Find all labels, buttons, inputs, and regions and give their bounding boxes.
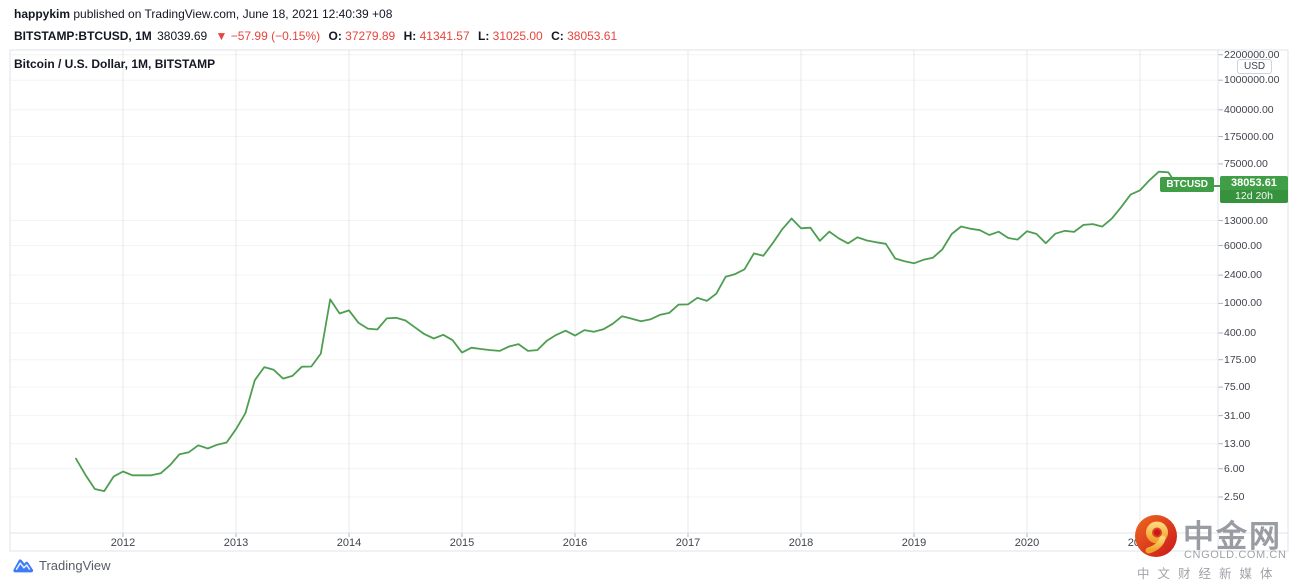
- symbol-name: BITSTAMP:BTCUSD, 1M: [14, 29, 152, 43]
- time-axis-label[interactable]: 2019: [901, 537, 927, 549]
- close-label: C:: [551, 29, 564, 43]
- price-axis-label[interactable]: 31.00: [1224, 409, 1251, 422]
- price-axis-label[interactable]: 75000.00: [1224, 157, 1268, 170]
- price-axis-label[interactable]: 2.50: [1224, 491, 1245, 503]
- axis-unit-badge[interactable]: USD: [1237, 59, 1273, 74]
- price-axis-label[interactable]: 6000.00: [1224, 239, 1262, 252]
- symbol-ohlc-line: BITSTAMP:BTCUSD, 1M 38039.69 ▼ −57.99 (−…: [14, 29, 622, 43]
- price-axis-label[interactable]: 175.00: [1224, 353, 1257, 366]
- time-axis-label[interactable]: 2014: [336, 537, 362, 549]
- price-axis-label[interactable]: 13.00: [1224, 437, 1251, 450]
- price-axis-label[interactable]: 1000.00: [1224, 297, 1262, 310]
- last-price-value: 38053.61: [1220, 176, 1288, 191]
- time-axis-label[interactable]: 2020: [1014, 537, 1040, 549]
- series-symbol-tag: BTCUSD: [1160, 177, 1214, 193]
- price-axis-label[interactable]: 6.00: [1224, 462, 1245, 475]
- author-name: happykim: [14, 7, 71, 21]
- last-price-axis-label: 38053.61 12d 20h: [1220, 176, 1288, 204]
- tradingview-logo[interactable]: TradingView: [12, 557, 111, 573]
- time-axis-label[interactable]: 2018: [788, 537, 814, 549]
- high-value: 41341.57: [419, 29, 470, 43]
- price-axis-label[interactable]: 400.00: [1224, 327, 1257, 339]
- low-label: L:: [478, 29, 490, 43]
- low-value: 31025.00: [492, 29, 543, 43]
- tradingview-wordmark: TradingView: [39, 557, 111, 573]
- last-price: 38039.69: [157, 29, 208, 43]
- price-axis-label[interactable]: 75.00: [1224, 381, 1251, 394]
- high-label: H:: [403, 29, 417, 43]
- open-label: O:: [328, 29, 342, 43]
- chart-legend-title[interactable]: Bitcoin / U.S. Dollar, 1M, BITSTAMP: [14, 57, 216, 71]
- price-axis-label[interactable]: 13000.00: [1224, 214, 1268, 227]
- open-value: 37279.89: [345, 29, 396, 43]
- byline-text: published on TradingView.com, June 18, 2…: [70, 7, 393, 21]
- time-axis-label[interactable]: 2017: [675, 537, 701, 549]
- time-axis-label[interactable]: 2013: [223, 537, 249, 549]
- price-axis-label[interactable]: 175000.00: [1224, 130, 1274, 143]
- time-axis-label[interactable]: 2016: [562, 537, 588, 549]
- price-change: ▼ −57.99 (−0.15%): [215, 29, 321, 43]
- time-axis-label[interactable]: 2015: [449, 537, 475, 549]
- time-axis-label[interactable]: 2012: [110, 537, 136, 549]
- price-axis-label[interactable]: 2200000.00: [1224, 48, 1280, 61]
- tradingview-mountain-icon: [12, 557, 34, 573]
- close-value: 38053.61: [567, 29, 618, 43]
- time-axis-label[interactable]: 2021: [1127, 537, 1153, 549]
- price-tag-dash: [1213, 184, 1220, 187]
- price-axis-label[interactable]: 400000.00: [1224, 103, 1274, 116]
- price-axis-label[interactable]: 1000000.00: [1224, 74, 1280, 87]
- bar-countdown: 12d 20h: [1220, 190, 1288, 204]
- byline: happykim published on TradingView.com, J…: [14, 7, 392, 21]
- price-axis-label[interactable]: 2400.00: [1224, 269, 1262, 282]
